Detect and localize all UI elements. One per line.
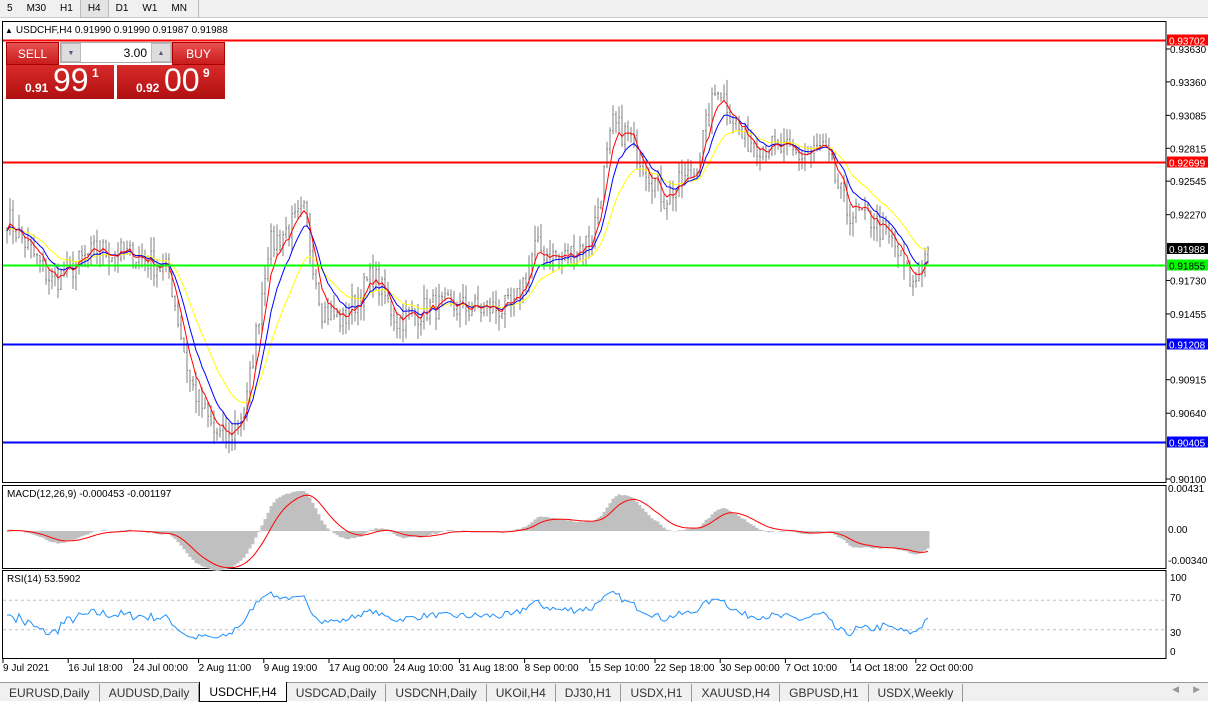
horizontal-line-price: 0.93702 [1169, 37, 1206, 48]
timeframe-m30[interactable]: M30 [26, 3, 47, 14]
time-axis-label: 22 Sep 18:00 [655, 663, 715, 674]
lot-size-input[interactable] [81, 43, 151, 62]
time-axis-label: 9 Jul 2021 [3, 663, 50, 674]
chart-tab[interactable]: DJ30,H1 [556, 684, 622, 702]
buy-button[interactable]: BUY [172, 42, 225, 65]
time-axis-label: 30 Sep 00:00 [720, 663, 780, 674]
chart-canvas[interactable]: 0.936300.933600.930850.928150.925450.922… [0, 0, 1208, 680]
horizontal-line-price: 0.91208 [1169, 341, 1206, 352]
time-axis-label: 16 Jul 18:00 [68, 663, 123, 674]
main-chart-frame [2, 21, 1167, 483]
time-axis-label: 8 Sep 00:00 [525, 663, 579, 674]
time-axis-label: 22 Oct 00:00 [916, 663, 974, 674]
macd-label: MACD(12,26,9) -0.000453 -0.001197 [7, 489, 172, 500]
timeframe-d1[interactable]: D1 [115, 3, 129, 14]
price-axis-label: 0.93360 [1170, 78, 1207, 89]
buy-price[interactable]: 0.92 00 9 [117, 62, 225, 99]
moving-average-mid [6, 114, 929, 425]
timeframe-h1[interactable]: H1 [60, 3, 73, 14]
current-price-label: 0.91988 [1169, 245, 1206, 256]
time-axis-label: 14 Oct 18:00 [851, 663, 909, 674]
price-axis-label: 0.90640 [1170, 409, 1207, 420]
sell-price-fraction: 1 [92, 66, 99, 80]
chart-tabs: EURUSD,Daily AUDUSD,Daily USDCHF,H4 USDCAD,… [0, 682, 1208, 702]
rsi-axis-label: 30 [1170, 628, 1182, 639]
sell-button[interactable]: SELL [6, 42, 59, 65]
price-axis-label: 0.90915 [1170, 376, 1207, 387]
time-axis-label: 7 Oct 10:00 [785, 663, 837, 674]
collapse-triangle-icon[interactable]: ▲ [5, 26, 13, 35]
time-axis-label: 24 Jul 00:00 [133, 663, 188, 674]
increase-lot-icon[interactable]: ▲ [151, 43, 171, 62]
price-axis-label: 0.93085 [1170, 111, 1207, 122]
macd-axis-label: 0.00 [1168, 525, 1188, 536]
price-axis-label: 0.92545 [1170, 177, 1207, 188]
rsi-axis-label: 100 [1170, 573, 1187, 584]
toolbar-separator [197, 0, 199, 18]
chart-tab[interactable]: UKOil,H4 [487, 684, 556, 702]
lot-size-stepper: ▼ ▲ [60, 42, 172, 63]
macd-panel-frame [2, 485, 1167, 569]
buy-price-fraction: 9 [203, 66, 210, 80]
rsi-panel-frame [2, 570, 1167, 659]
chart-tab[interactable]: EURUSD,Daily [0, 684, 100, 702]
price-label-bg [1167, 156, 1208, 168]
price-label-bg [1167, 259, 1208, 271]
rsi-axis-label: 70 [1170, 593, 1182, 604]
chart-tab[interactable]: USDCHF,H4 [199, 682, 287, 702]
price-axis-label: 0.90100 [1170, 475, 1207, 486]
one-click-trading-panel: SELL ▼ ▲ BUY 0.91 991 0.92 009 [6, 42, 225, 99]
tab-scroll: ◀ ▶ [1172, 684, 1200, 695]
time-axis-label: 15 Sep 10:00 [590, 663, 650, 674]
time-axis-label: 24 Aug 10:00 [394, 663, 453, 674]
rsi-axis-label: 0 [1170, 647, 1176, 658]
chart-title: ▲ USDCHF,H4 0.91990 0.91990 0.91987 0.919… [5, 25, 228, 36]
price-label-bg [1167, 436, 1208, 448]
price-bars [6, 79, 929, 454]
horizontal-line-price: 0.92699 [1169, 159, 1206, 170]
timeframe-5[interactable]: 5 [7, 3, 13, 14]
price-label-bg [1167, 338, 1208, 350]
buy-price-prefix: 0.92 [136, 81, 160, 95]
ohlc-values: 0.91990 0.91990 0.91987 0.91988 [74, 25, 228, 36]
scroll-right-icon[interactable]: ▶ [1193, 684, 1200, 694]
symbol-label: USDCHF,H4 [15, 25, 73, 36]
price-axis-label: 0.91730 [1170, 276, 1207, 287]
price-axis-label: 0.92270 [1170, 211, 1207, 222]
price-axis-label: 0.93630 [1170, 45, 1207, 56]
timeframe-h4[interactable]: H4 [79, 0, 109, 18]
price-axis-label: 0.91455 [1170, 310, 1207, 321]
moving-average-fast [6, 99, 929, 436]
sell-price-pips: 99 [53, 62, 89, 98]
timeframe-mn[interactable]: MN [171, 3, 187, 14]
chart-tab[interactable]: USDX,H1 [621, 684, 693, 702]
macd-axis-label: 0.00431 [1168, 484, 1205, 495]
time-axis-label: 9 Aug 19:00 [264, 663, 318, 674]
scroll-left-icon[interactable]: ◀ [1172, 684, 1180, 694]
macd-signal-line [6, 494, 929, 569]
current-price-bg [1167, 243, 1208, 254]
price-label-bg [1167, 34, 1208, 46]
rsi-label: RSI(14) 53.5902 [7, 574, 81, 585]
time-axis-label: 2 Aug 11:00 [199, 663, 252, 674]
chart-tab[interactable]: XAUUSD,H4 [692, 684, 781, 702]
chart-tab[interactable]: AUDUSD,Daily [100, 684, 200, 702]
chart-tab[interactable]: USDX,Weekly [869, 684, 964, 702]
sell-price-prefix: 0.91 [25, 81, 49, 95]
chart-tab[interactable]: USDCNH,Daily [386, 684, 487, 702]
rsi-line [7, 590, 929, 640]
time-axis-label: 17 Aug 00:00 [329, 663, 388, 674]
buy-price-pips: 00 [164, 62, 200, 98]
timeframe-toolbar: 5 M30 H1 H4 D1 W1 MN [0, 0, 1208, 18]
decrease-lot-icon[interactable]: ▼ [61, 43, 81, 62]
price-axis-label: 0.92815 [1170, 144, 1207, 155]
horizontal-line-price: 0.90405 [1169, 439, 1206, 450]
sell-price[interactable]: 0.91 99 1 [6, 62, 114, 99]
horizontal-line-price: 0.91855 [1169, 262, 1206, 273]
timeframe-w1[interactable]: W1 [142, 3, 158, 14]
chart-tab[interactable]: USDCAD,Daily [287, 684, 387, 702]
time-axis-label: 31 Aug 18:00 [459, 663, 518, 674]
chart-tab[interactable]: GBPUSD,H1 [780, 684, 869, 702]
macd-axis-label: -0.003405 [1168, 556, 1208, 567]
